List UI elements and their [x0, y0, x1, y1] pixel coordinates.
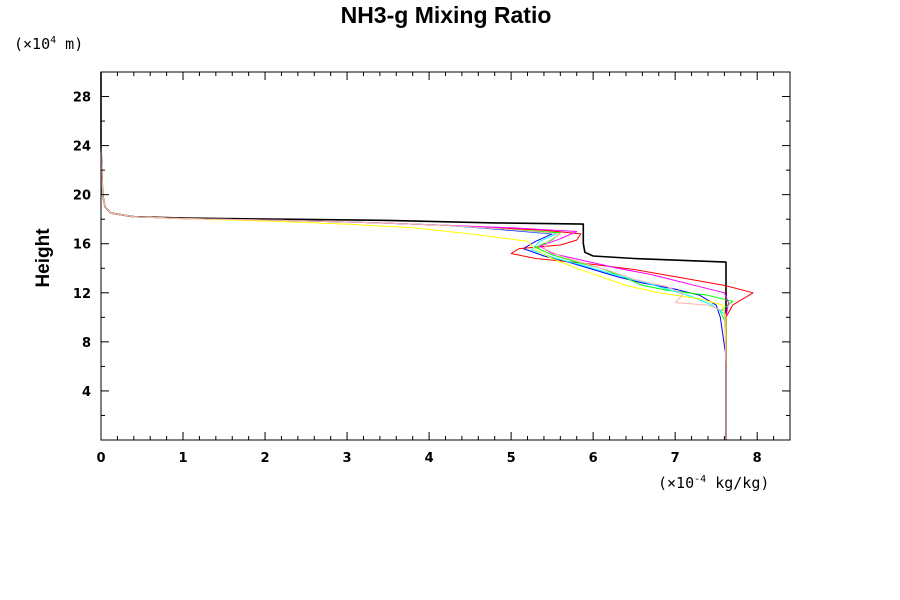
x-tick-label: 3 [343, 451, 352, 466]
y-tick-label: 28 [73, 91, 91, 106]
plot-frame [100, 71, 791, 441]
series-line [100, 72, 754, 440]
x-tick-label: 2 [261, 451, 270, 466]
x-tick-label: 0 [96, 451, 105, 466]
series-line [100, 72, 729, 440]
y-tick-label: 24 [73, 140, 91, 155]
y-unit-label: (×104 m) [14, 35, 83, 53]
x-tick-label: 8 [753, 451, 762, 466]
x-tick-label: 6 [589, 451, 598, 466]
y-tick-label: 20 [73, 189, 91, 204]
y-tick-label: 16 [73, 238, 91, 253]
series-line [100, 72, 727, 440]
y-tick-label: 12 [73, 287, 91, 302]
x-tick-label: 5 [507, 451, 516, 466]
series-line [100, 72, 727, 440]
x-tick-label: 7 [671, 451, 680, 466]
series-layer [100, 72, 754, 440]
y-tick-label: 8 [82, 336, 91, 351]
series-line [100, 72, 727, 440]
series-line [100, 72, 727, 440]
x-unit-label: (×10-4 kg/kg) [658, 474, 769, 492]
y-axis-label: Height [33, 228, 54, 288]
series-line [100, 72, 734, 440]
series-line [100, 72, 727, 440]
x-tick-label: 4 [425, 451, 434, 466]
chart-title: NH3-g Mixing Ratio [341, 2, 552, 28]
x-tick-label: 1 [179, 451, 188, 466]
y-tick-label: 4 [82, 385, 91, 400]
